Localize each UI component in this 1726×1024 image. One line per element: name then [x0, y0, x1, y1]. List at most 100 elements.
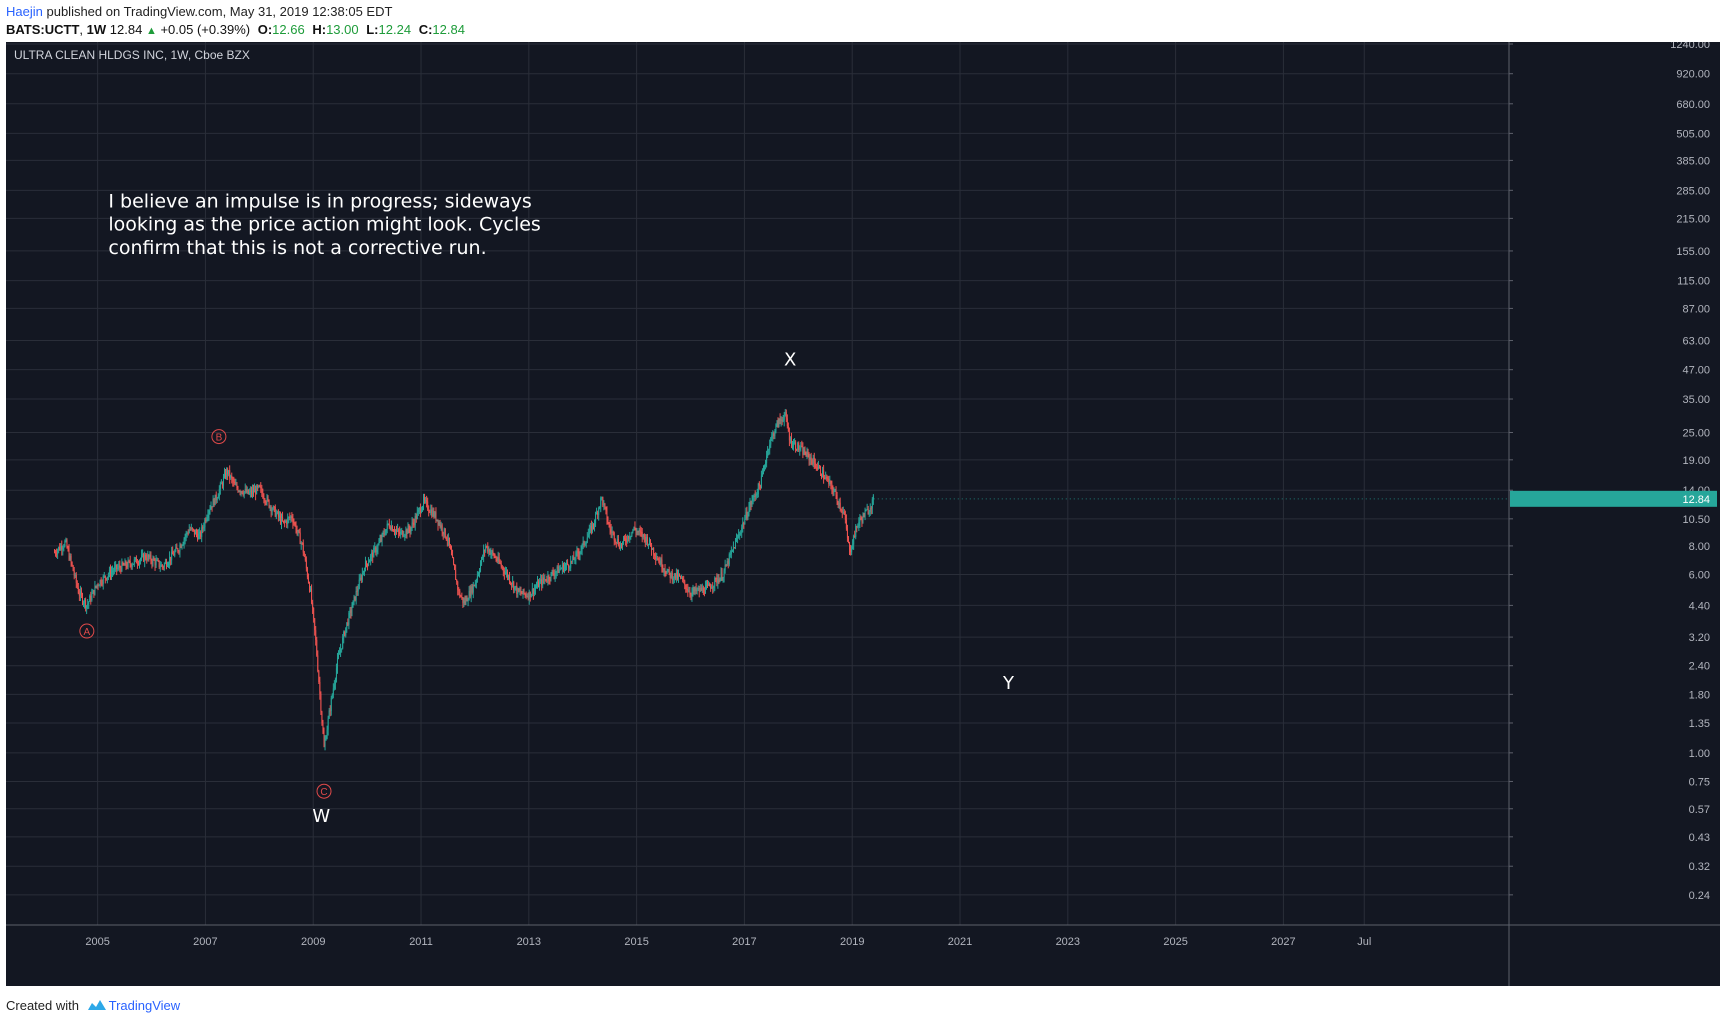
- candle-body: [522, 589, 524, 594]
- candle-body: [741, 527, 743, 534]
- candle-body: [499, 562, 501, 564]
- candle-body: [65, 540, 67, 542]
- candle-body: [359, 577, 361, 580]
- wave-label: X: [784, 350, 796, 371]
- candle-body: [493, 553, 495, 557]
- candle-body: [511, 583, 513, 585]
- candle-body: [629, 536, 631, 539]
- candle-body: [770, 438, 772, 445]
- candle-body: [263, 497, 265, 500]
- price-chart[interactable]: 1240.00 920.00 680.00 505.00 385.00 285.00 215…: [6, 42, 1720, 986]
- candle-body: [210, 506, 212, 510]
- low-value: 12.24: [378, 22, 412, 37]
- candle-body: [193, 529, 195, 535]
- candle-body: [689, 591, 691, 595]
- candle-body: [623, 537, 625, 542]
- candle-body: [95, 585, 97, 587]
- candle-body: [296, 531, 298, 533]
- candle-body: [815, 467, 817, 469]
- candle-body: [546, 580, 548, 582]
- candle-body: [856, 526, 858, 528]
- open-label: O:: [257, 22, 273, 37]
- candle-body: [264, 499, 266, 503]
- candle-body: [449, 545, 451, 550]
- candle-body: [855, 526, 857, 537]
- candle-body: [269, 506, 271, 508]
- candle-body: [315, 630, 317, 640]
- candle-body: [81, 594, 83, 603]
- candle-body: [805, 454, 807, 457]
- candle-body: [633, 526, 635, 531]
- candle-body: [84, 599, 86, 603]
- candle-body: [450, 549, 452, 555]
- y-tick-label: 155.00: [1676, 246, 1710, 258]
- x-tick-label: 2013: [517, 936, 541, 948]
- candle-body: [743, 522, 745, 525]
- candle-body: [187, 532, 189, 534]
- candle-body: [777, 420, 779, 427]
- candle-body: [807, 451, 809, 454]
- candle-body: [194, 531, 196, 535]
- candle-body: [139, 560, 141, 565]
- candle-body: [626, 541, 628, 543]
- candle-body: [120, 567, 122, 572]
- candle-body: [817, 466, 819, 469]
- candle-body: [462, 597, 464, 603]
- candle-body: [327, 718, 329, 730]
- candle-body: [166, 565, 168, 567]
- candle-body: [433, 510, 435, 517]
- candle-body: [768, 449, 770, 451]
- candle-body: [846, 528, 848, 538]
- candle-body: [691, 591, 693, 596]
- candle-body: [338, 654, 340, 658]
- candle-body: [513, 581, 515, 590]
- candle-body: [482, 557, 484, 559]
- candle-body: [618, 545, 620, 549]
- candle-body: [182, 543, 184, 546]
- candle-body: [91, 593, 93, 601]
- candle-body: [758, 483, 760, 486]
- y-tick-label: 19.00: [1682, 455, 1710, 467]
- candle-body: [473, 584, 475, 587]
- candle-body: [587, 534, 589, 538]
- candle-body: [871, 499, 873, 509]
- candle-body: [333, 684, 335, 689]
- candle-body: [510, 582, 512, 584]
- candle-body: [861, 519, 863, 523]
- candle-body: [361, 572, 363, 580]
- candle-body: [294, 523, 296, 525]
- author-link[interactable]: Haejin: [6, 4, 43, 19]
- candle-body: [63, 546, 65, 549]
- candle-body: [557, 566, 559, 573]
- candle-body: [103, 575, 105, 577]
- candle-body: [97, 584, 99, 586]
- candle-body: [85, 599, 87, 608]
- candle-body: [425, 500, 427, 502]
- candle-body: [701, 587, 703, 591]
- candle-body: [276, 511, 278, 514]
- candle-body: [535, 586, 537, 588]
- candle-body: [508, 575, 510, 577]
- candle-body: [852, 544, 854, 549]
- candle-body: [670, 572, 672, 578]
- tradingview-link[interactable]: TradingView: [108, 998, 181, 1013]
- candle-body: [732, 547, 734, 550]
- candle-body: [149, 554, 151, 558]
- candle-body: [171, 551, 173, 561]
- candle-body: [851, 548, 853, 553]
- candle-body: [234, 482, 236, 485]
- candle-body: [703, 592, 705, 594]
- candle-body: [615, 541, 617, 543]
- candle-body: [369, 560, 371, 563]
- candle-body: [77, 587, 79, 594]
- chart-frame[interactable]: 1240.00 920.00 680.00 505.00 385.00 285.00 215…: [6, 42, 1720, 986]
- candle-body: [581, 544, 583, 550]
- candle-body: [607, 520, 609, 524]
- y-tick-label: 115.00: [1677, 276, 1710, 288]
- x-tick-label: 2019: [840, 936, 864, 948]
- candle-body: [635, 529, 637, 533]
- candle-body: [827, 478, 829, 480]
- candle-body: [601, 497, 603, 499]
- candle-body: [289, 517, 291, 519]
- candle-body: [859, 517, 861, 522]
